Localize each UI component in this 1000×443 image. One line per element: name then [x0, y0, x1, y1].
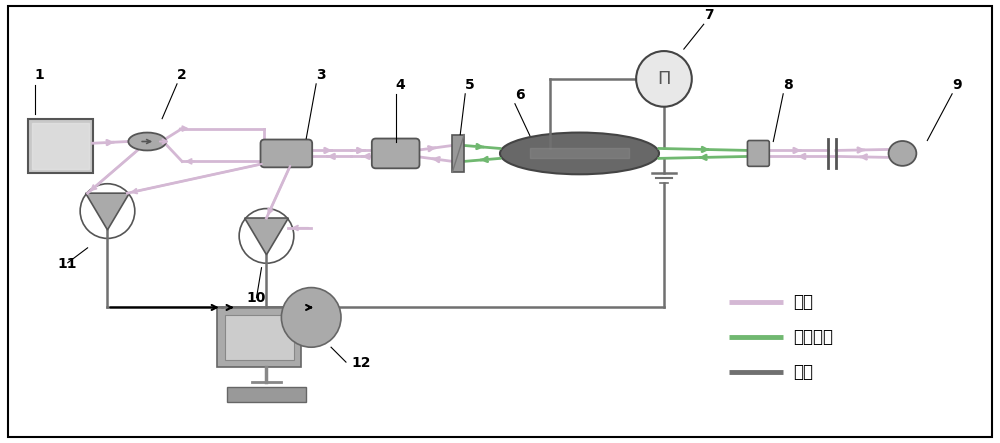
Circle shape: [281, 288, 341, 347]
Text: Π: Π: [657, 70, 671, 88]
FancyBboxPatch shape: [28, 119, 93, 173]
Text: 电路: 电路: [793, 363, 813, 381]
Polygon shape: [245, 218, 288, 255]
Ellipse shape: [889, 141, 916, 166]
Text: 12: 12: [351, 356, 370, 370]
Ellipse shape: [128, 132, 166, 151]
Text: 5: 5: [465, 78, 475, 92]
Text: 3: 3: [316, 68, 326, 82]
Text: 光纤: 光纤: [793, 294, 813, 311]
FancyBboxPatch shape: [452, 135, 464, 172]
Text: 2: 2: [177, 68, 187, 82]
FancyBboxPatch shape: [225, 315, 294, 360]
Ellipse shape: [500, 132, 659, 174]
Text: 9: 9: [952, 78, 962, 92]
FancyBboxPatch shape: [747, 140, 769, 167]
Text: 4: 4: [396, 78, 405, 92]
Text: 1: 1: [35, 68, 45, 82]
Text: 7: 7: [704, 8, 713, 22]
Text: 8: 8: [783, 78, 793, 92]
FancyBboxPatch shape: [261, 140, 312, 167]
Text: 10: 10: [247, 291, 266, 306]
FancyBboxPatch shape: [217, 307, 301, 367]
Text: 自由空间: 自由空间: [793, 328, 833, 346]
FancyBboxPatch shape: [227, 387, 306, 402]
Circle shape: [636, 51, 692, 107]
Text: 11: 11: [58, 256, 77, 271]
FancyBboxPatch shape: [372, 139, 420, 168]
Polygon shape: [86, 193, 129, 230]
Text: 6: 6: [515, 88, 525, 102]
